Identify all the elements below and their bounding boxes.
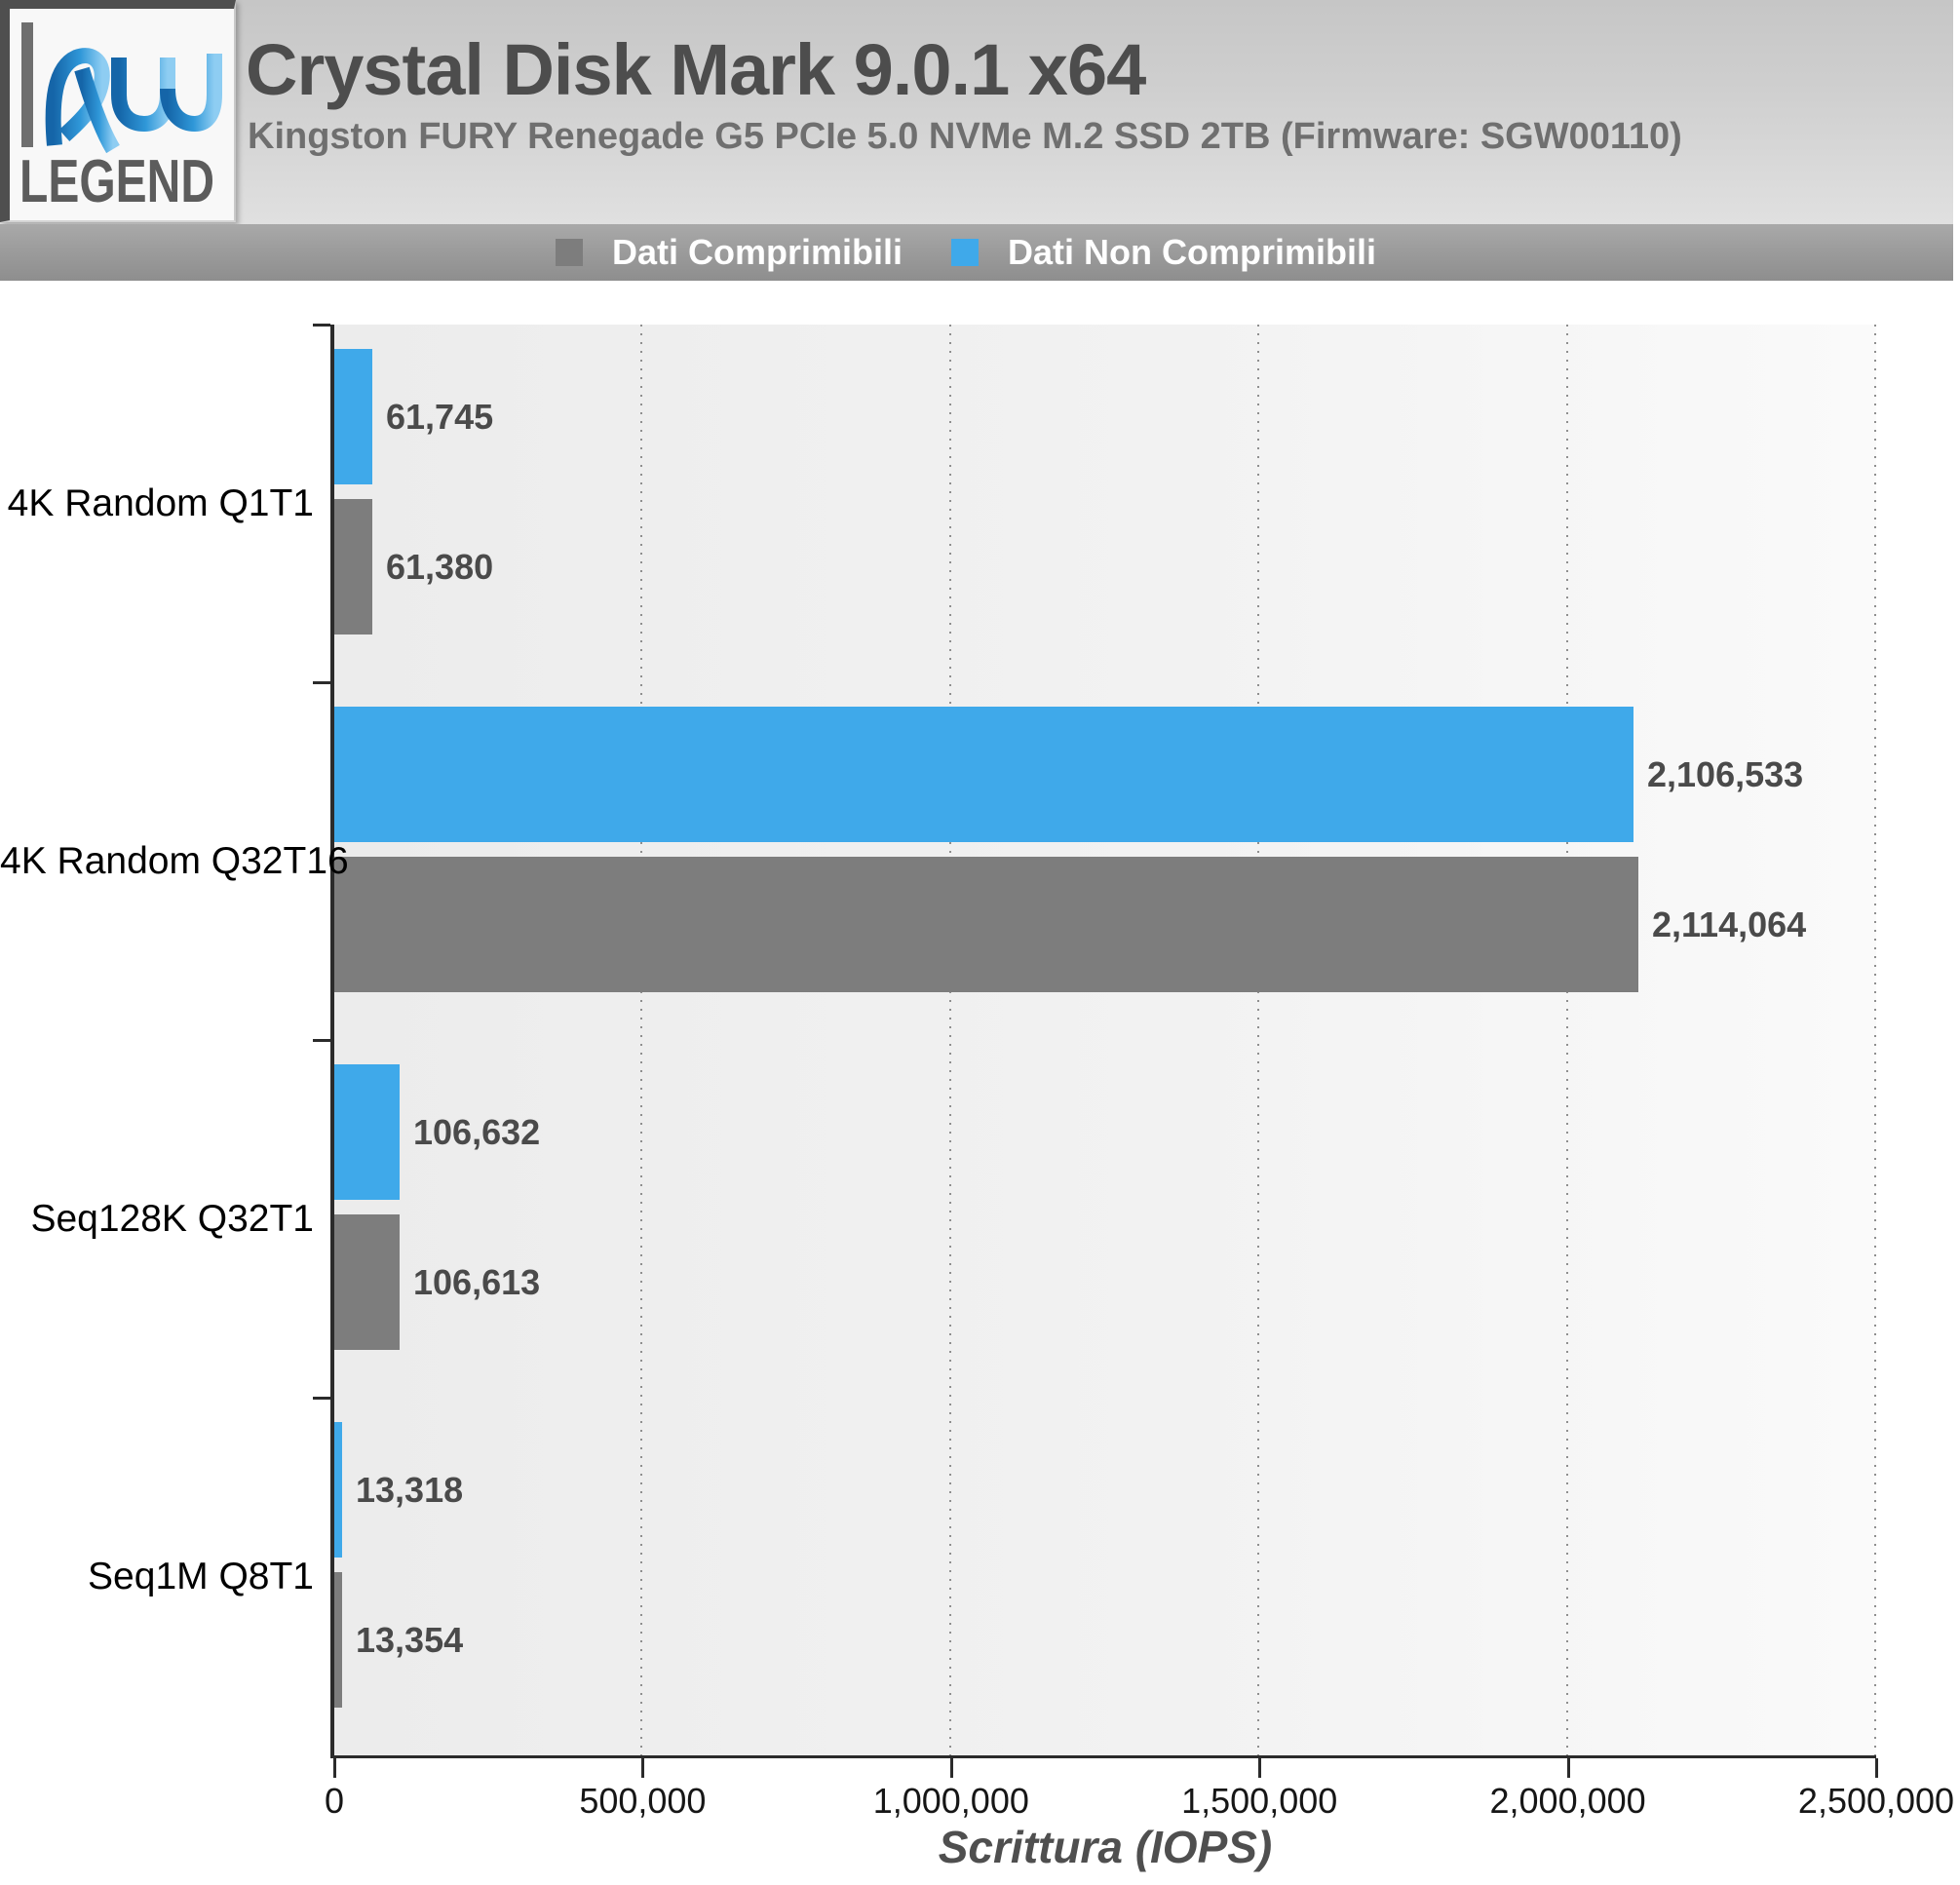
gridline xyxy=(1565,325,1568,1755)
bar-value-label: 106,632 xyxy=(413,1112,541,1152)
legend-label: Dati Non Comprimibili xyxy=(1008,232,1377,272)
y-axis-tick xyxy=(313,1039,330,1042)
bar-value-label: 61,745 xyxy=(386,397,494,437)
x-axis-tick-label: 1,500,000 xyxy=(1181,1781,1338,1821)
x-axis-tick xyxy=(1258,1758,1262,1778)
bar-4k-random-q32t16-comprimibili xyxy=(334,857,1638,992)
bar-value-label: 13,354 xyxy=(356,1620,464,1660)
plot-area: 61,745 61,380 2,106,533 2,114,064 106,632 106… xyxy=(330,325,1876,1758)
x-axis-tick-label: 0 xyxy=(324,1781,345,1821)
bar-value-label: 13,318 xyxy=(356,1470,464,1510)
bar-seq128k-q32t1-comprimibili xyxy=(334,1214,400,1350)
gridline xyxy=(640,325,643,1755)
gridline xyxy=(1257,325,1260,1755)
legend-label: Dati Comprimibili xyxy=(611,232,903,272)
x-axis-tick-label: 500,000 xyxy=(579,1781,707,1821)
category-label-3: Seq128K Q32T1 xyxy=(30,1197,314,1240)
gridline xyxy=(948,325,951,1755)
x-axis-tick xyxy=(1566,1758,1570,1778)
x-axis-tick-label: 2,000,000 xyxy=(1489,1781,1646,1821)
category-label-2: 4K Random Q32T16 xyxy=(0,839,349,882)
bar-value-label: 2,106,533 xyxy=(1647,754,1804,794)
bar-4k-random-q1t1-non-comprimibili xyxy=(334,349,372,484)
x-axis-tick xyxy=(333,1758,336,1778)
bar-seq128k-q32t1-non-comprimibili xyxy=(334,1064,400,1200)
header: Crystal Disk Mark 9.0.1 x64 Kingston FUR… xyxy=(0,0,1953,224)
legend-swatch-icon xyxy=(555,239,583,266)
x-axis-tick xyxy=(949,1758,953,1778)
legend-swatch-icon xyxy=(951,239,980,266)
category-label-4: Seq1M Q8T1 xyxy=(88,1555,314,1597)
bar-value-label: 2,114,064 xyxy=(1652,904,1807,944)
legend-item-1: Dati Comprimibili xyxy=(555,232,924,273)
hwlegend-logo-icon: LEGEND xyxy=(19,22,222,215)
x-axis-tick xyxy=(641,1758,645,1778)
bar-4k-random-q1t1-comprimibili xyxy=(334,499,372,635)
y-axis-tick xyxy=(313,681,330,684)
x-axis-tick-label: 1,000,000 xyxy=(872,1781,1029,1821)
gridline xyxy=(1874,325,1876,1755)
page-title: Crystal Disk Mark 9.0.1 x64 xyxy=(246,29,1146,110)
bar-seq1m-q8t1-non-comprimibili xyxy=(334,1422,342,1558)
page-subtitle: Kingston FURY Renegade G5 PCIe 5.0 NVMe … xyxy=(248,116,1682,157)
x-axis-title: Scrittura (IOPS) xyxy=(938,1822,1273,1872)
x-axis-tick-label: 2,500,000 xyxy=(1797,1781,1955,1821)
bar-value-label: 106,613 xyxy=(413,1262,541,1302)
y-axis-tick xyxy=(313,1397,330,1400)
hwlegend-logo: LEGEND xyxy=(0,0,236,222)
bar-value-label: 61,380 xyxy=(386,547,494,587)
legend-item-2: Dati Non Comprimibili xyxy=(951,232,1398,273)
bar-seq1m-q8t1-comprimibili xyxy=(334,1572,342,1708)
chart-legend: Dati Comprimibili Dati Non Comprimibili xyxy=(0,224,1953,281)
category-label-1: 4K Random Q1T1 xyxy=(7,481,314,524)
x-axis-tick xyxy=(1875,1758,1878,1778)
y-axis-tick xyxy=(313,324,330,327)
bar-4k-random-q32t16-non-comprimibili xyxy=(334,707,1633,842)
logo-wordmark: LEGEND xyxy=(19,148,214,210)
